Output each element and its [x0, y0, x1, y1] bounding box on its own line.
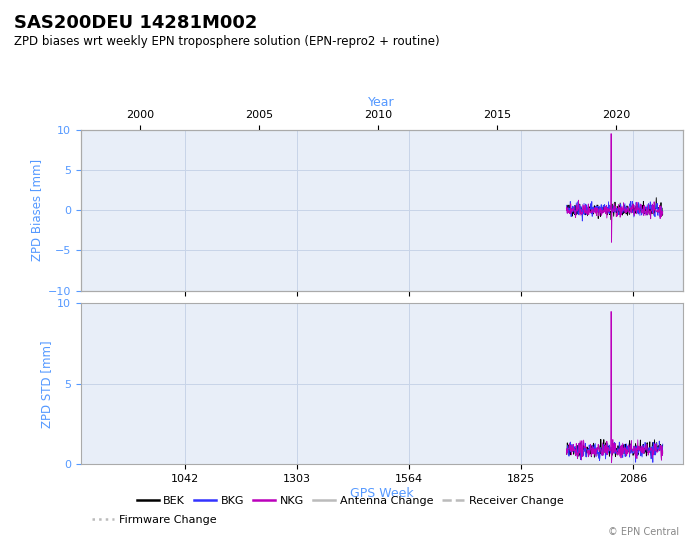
- Text: ZPD biases wrt weekly EPN troposphere solution (EPN-repro2 + routine): ZPD biases wrt weekly EPN troposphere so…: [14, 35, 440, 48]
- Legend: BEK, BKG, NKG, Antenna Change, Receiver Change: BEK, BKG, NKG, Antenna Change, Receiver …: [132, 491, 568, 510]
- Text: SAS200DEU 14281M002: SAS200DEU 14281M002: [14, 14, 258, 31]
- Y-axis label: ZPD STD [mm]: ZPD STD [mm]: [40, 340, 52, 428]
- X-axis label: GPS Week: GPS Week: [350, 487, 413, 500]
- X-axis label: Year: Year: [368, 96, 395, 109]
- Legend: Firmware Change: Firmware Change: [88, 510, 220, 529]
- Y-axis label: ZPD Biases [mm]: ZPD Biases [mm]: [30, 159, 43, 261]
- Text: © EPN Central: © EPN Central: [608, 527, 679, 537]
